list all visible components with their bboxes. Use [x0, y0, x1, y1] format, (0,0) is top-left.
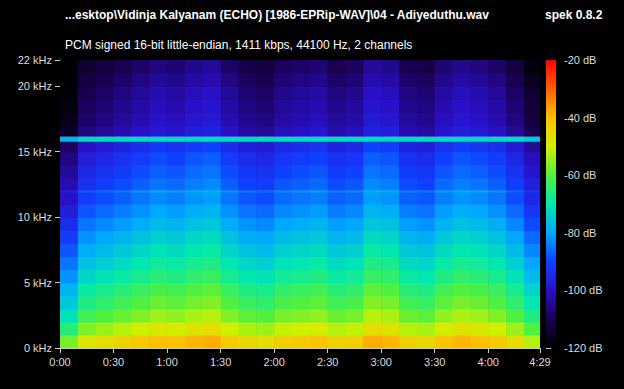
- svg-text:3:30: 3:30: [424, 356, 445, 368]
- svg-text:-80 dB: -80 dB: [564, 227, 596, 239]
- svg-text:-40 dB: -40 dB: [564, 112, 596, 124]
- svg-text:1:30: 1:30: [210, 356, 231, 368]
- svg-text:5 kHz: 5 kHz: [24, 277, 52, 289]
- svg-text:-60 dB: -60 dB: [564, 169, 596, 181]
- svg-text:PCM signed 16-bit little-endia: PCM signed 16-bit little-endian, 1411 kb…: [65, 38, 412, 52]
- svg-text:2:30: 2:30: [317, 356, 338, 368]
- svg-text:spek 0.8.2: spek 0.8.2: [545, 8, 603, 22]
- svg-text:0:00: 0:00: [49, 356, 70, 368]
- svg-text:10 kHz: 10 kHz: [18, 211, 52, 223]
- svg-text:22 kHz: 22 kHz: [18, 54, 52, 66]
- svg-text:4:00: 4:00: [478, 356, 499, 368]
- svg-text:0:30: 0:30: [103, 356, 124, 368]
- svg-text:20 kHz: 20 kHz: [18, 80, 52, 92]
- svg-text:...esktop\Vidinja Kalyanam (EC: ...esktop\Vidinja Kalyanam (ECHO) [1986-…: [65, 8, 489, 22]
- svg-text:-120 dB: -120 dB: [564, 342, 603, 354]
- svg-text:2:00: 2:00: [263, 356, 284, 368]
- svg-text:1:00: 1:00: [156, 356, 177, 368]
- svg-text:0 kHz: 0 kHz: [24, 342, 52, 354]
- svg-text:4:29: 4:29: [529, 356, 550, 368]
- svg-text:15 kHz: 15 kHz: [18, 146, 52, 158]
- svg-text:-100 dB: -100 dB: [564, 284, 603, 296]
- svg-text:-20 dB: -20 dB: [564, 54, 596, 66]
- svg-text:3:00: 3:00: [370, 356, 391, 368]
